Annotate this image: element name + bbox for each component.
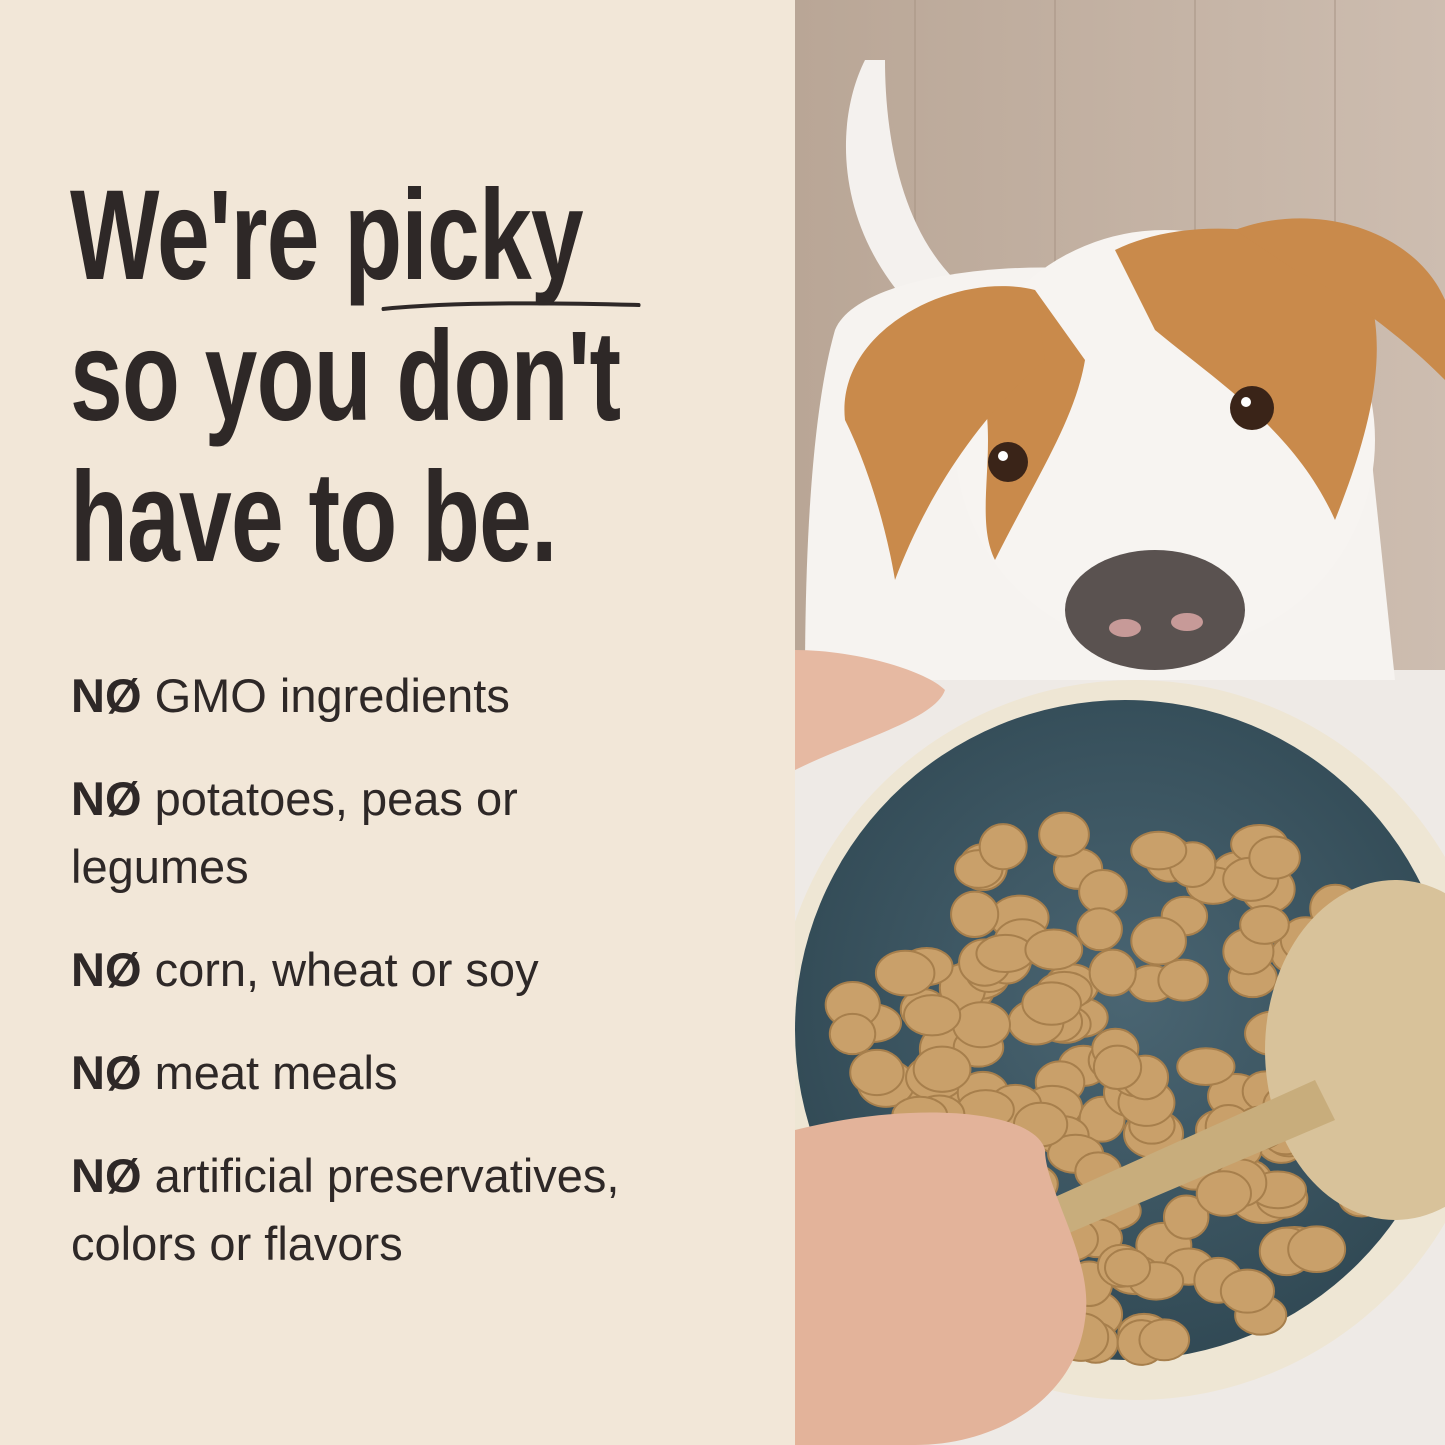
- claim-prefix: NØ: [71, 1046, 142, 1099]
- kibble-piece: [1092, 1044, 1143, 1091]
- claim-item: NØ potatoes, peas or legumes: [71, 765, 611, 901]
- kibble-piece: [1076, 907, 1123, 952]
- headline-line-2: so you don't: [70, 305, 621, 448]
- kibble-piece: [874, 949, 936, 997]
- headline-line-3: have to be.: [70, 446, 557, 589]
- kibble-piece: [1219, 1268, 1276, 1314]
- kibble-piece: [849, 1048, 905, 1097]
- kibble-piece: [978, 823, 1028, 871]
- claims-list: NØ GMO ingredients NØ potatoes, peas or …: [71, 662, 771, 1313]
- emphasis-word: picky: [344, 164, 583, 307]
- claim-text: artificial preservatives, colors or flav…: [71, 1149, 620, 1270]
- kibble-piece: [1239, 904, 1290, 945]
- claim-prefix: NØ: [71, 1149, 142, 1202]
- dog-and-bowl-illustration: [795, 0, 1445, 1445]
- brush-underline-icon: [381, 301, 641, 311]
- kibble-piece: [1021, 981, 1082, 1026]
- kibble-piece: [828, 1012, 877, 1056]
- headline: We're picky so you don't have to be.: [70, 164, 641, 589]
- headline-emphasis: picky: [344, 164, 641, 311]
- claim-item: NØ corn, wheat or soy: [71, 936, 771, 1004]
- kibble-piece: [903, 994, 962, 1037]
- kibble-piece: [1078, 868, 1128, 915]
- kibble-piece: [1104, 1247, 1152, 1288]
- claim-text: corn, wheat or soy: [154, 943, 539, 996]
- kibble-piece: [1157, 958, 1209, 1002]
- kibble-piece: [1130, 830, 1188, 871]
- claim-prefix: NØ: [71, 669, 142, 722]
- kibble-piece: [1287, 1225, 1347, 1274]
- kibble-piece: [1138, 1318, 1191, 1362]
- headline-prefix: We're: [70, 164, 345, 307]
- kibble-piece: [1130, 916, 1187, 966]
- kibble-piece: [1038, 811, 1090, 858]
- kibble-piece: [1162, 1194, 1210, 1240]
- headline-line-1: We're picky: [70, 164, 641, 311]
- kibble-piece: [952, 1001, 1011, 1049]
- claim-text: meat meals: [154, 1046, 398, 1099]
- claim-item: NØ GMO ingredients: [71, 662, 771, 730]
- kibble-piece: [912, 1045, 972, 1093]
- claim-item: NØ meat meals: [71, 1039, 771, 1107]
- kibble-piece: [1024, 928, 1084, 971]
- claim-text: GMO ingredients: [154, 669, 510, 722]
- claim-prefix: NØ: [71, 772, 142, 825]
- kibble-piece: [1248, 835, 1301, 880]
- dog-photo: [795, 0, 1445, 1445]
- kibble-piece: [1176, 1047, 1236, 1087]
- claim-prefix: NØ: [71, 943, 142, 996]
- kibble-piece: [1088, 948, 1137, 997]
- kibble-piece: [950, 890, 1000, 939]
- kibble-piece: [1195, 1170, 1252, 1217]
- claim-text: potatoes, peas or legumes: [71, 772, 518, 893]
- claim-item: NØ artificial preservatives, colors or f…: [71, 1142, 731, 1278]
- text-panel: We're picky so you don't have to be. NØ …: [70, 164, 771, 1313]
